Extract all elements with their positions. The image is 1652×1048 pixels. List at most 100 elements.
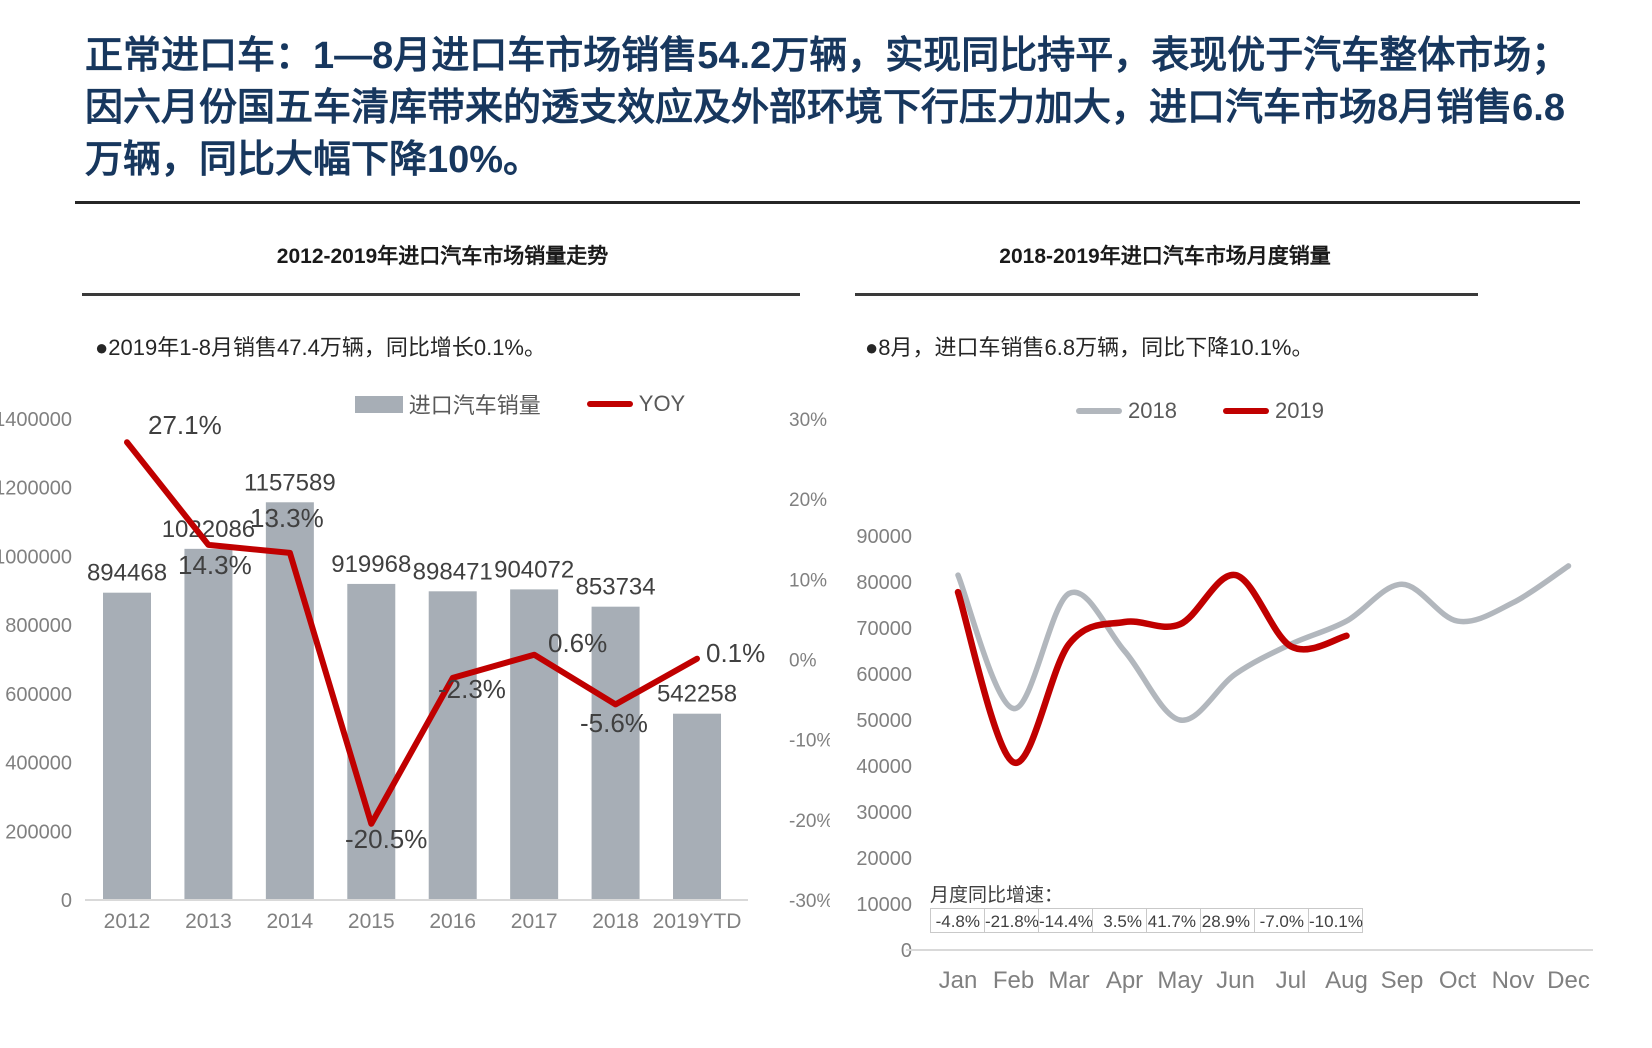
month-label: Oct (1439, 967, 1477, 994)
y-axis-tick-label: 70000 (856, 618, 912, 640)
left-chart-title: 2012-2019年进口汽车市场销量走势 (276, 245, 609, 268)
red-line-swatch-icon (1223, 408, 1269, 414)
month-label: Sep (1381, 967, 1424, 994)
pct-axis-tick-label: 10% (789, 570, 827, 591)
y-axis-tick-label: 400000 (5, 753, 72, 775)
yoy-point-label: -2.3% (438, 674, 506, 704)
yoy-growth-cell: -14.4% (1038, 908, 1093, 933)
right-chart-title: 2018-2019年进口汽车市场月度销量 (999, 245, 1331, 268)
month-label: Dec (1547, 967, 1590, 994)
x-axis-tick-label: 2016 (429, 910, 476, 933)
bar-value-label: 542258 (657, 681, 737, 708)
monthly-yoy-growth-table: -4.8% -21.8% -14.4% 3.5% 41.7% 28.9% -7.0% -10.… (930, 908, 1363, 933)
month-label: Mar (1048, 967, 1089, 994)
left-chart-bullet: ●2019年1-8月销售47.4万辆，同比增长0.1%。 (95, 335, 546, 360)
left-chart-plot: 1400000 1200000 1000000 800000 600000 400000 2… (0, 409, 830, 933)
y-axis-tick-label: 1200000 (0, 478, 72, 500)
y-axis-tick-label: 90000 (856, 526, 912, 548)
y-axis-tick-label: 200000 (5, 821, 72, 843)
yoy-point-label: 0.1% (706, 638, 765, 668)
yoy-growth-cell: -10.1% (1308, 908, 1363, 933)
bar-2019YTD (673, 713, 722, 900)
y-axis-tick-label: 600000 (5, 684, 72, 706)
legend-item-2018: 2018 (1076, 398, 1177, 424)
bar-2014 (265, 502, 314, 900)
right-chart-plot: 90000 80000 70000 60000 50000 40000 30000 20000… (856, 526, 1593, 994)
pct-axis-tick-label: -30% (789, 891, 830, 912)
y-axis-tick-label: 20000 (856, 848, 912, 870)
pct-axis-tick-label: 20% (789, 490, 827, 511)
yoy-point-label: -5.6% (580, 708, 648, 738)
yoy-point-label: 27.1% (148, 410, 222, 440)
main-title-rule (75, 201, 1580, 204)
left-chart-legend: 进口汽车销量 YOY (180, 388, 860, 420)
bar-value-label: 1157589 (244, 469, 336, 496)
right-chart-legend: 2018 2019 (890, 398, 1510, 424)
month-label: Aug (1325, 967, 1368, 994)
yoy-growth-cell: 3.5% (1092, 908, 1147, 933)
month-label: Nov (1492, 967, 1535, 994)
month-label: Apr (1106, 967, 1143, 994)
y-axis-tick-label: 10000 (856, 894, 912, 916)
bar-value-label: 904072 (494, 556, 574, 583)
pct-axis-tick-label: -10% (789, 731, 830, 752)
pct-axis-tick-label: 30% (789, 410, 827, 431)
y-axis-tick-label: 30000 (856, 802, 912, 824)
bar-2013 (184, 548, 233, 900)
page-title: 正常进口车：1—8月进口车市场销售54.2万辆，实现同比持平，表现优于汽车整体市… (85, 35, 1570, 182)
yoy-point-label: 13.3% (250, 503, 324, 533)
bar-2016 (428, 591, 477, 900)
yoy-growth-cell: 28.9% (1200, 908, 1255, 933)
x-axis-tick-label: 2017 (511, 910, 558, 933)
bar-2018 (591, 606, 640, 900)
bar-2017 (510, 589, 559, 900)
bar-value-label: 919968 (331, 551, 411, 578)
month-label: May (1157, 967, 1202, 994)
month-label: Feb (993, 967, 1034, 994)
x-axis-tick-label: 2014 (267, 910, 314, 933)
x-axis-tick-label: 2012 (104, 910, 151, 933)
legend-label: YOY (638, 391, 686, 416)
legend-label: 2019 (1275, 398, 1324, 423)
x-axis-tick-label: 2013 (185, 910, 232, 933)
bar-value-label: 898471 (413, 558, 493, 585)
yoy-growth-cell: -21.8% (984, 908, 1039, 933)
bar-value-label: 894468 (87, 560, 167, 587)
bar-value-label: 1022086 (162, 516, 255, 543)
y-axis-tick-label: 40000 (856, 756, 912, 778)
month-label: Jun (1216, 967, 1255, 994)
yoy-point-label: 0.6% (548, 628, 607, 658)
pct-axis-tick-label: -20% (789, 811, 830, 832)
y-axis-tick-label: 80000 (856, 572, 912, 594)
legend-item-yoy: YOY (586, 391, 686, 417)
bar-swatch-icon (354, 395, 403, 413)
right-chart-bullet: ●8月，进口车销售6.8万辆，同比下降10.1%。 (865, 335, 1314, 360)
y-axis-tick-label: 60000 (856, 664, 912, 686)
legend-label: 2018 (1128, 398, 1177, 423)
bar-value-label: 853734 (576, 574, 656, 601)
yoy-growth-cell: 41.7% (1146, 908, 1201, 933)
line-2019 (954, 571, 1350, 766)
y-axis-tick-label: 50000 (856, 710, 912, 732)
month-label: Jul (1276, 967, 1307, 994)
line-2018 (955, 563, 1572, 723)
red-line-swatch-icon (586, 401, 633, 407)
legend-item-import-sales: 进口汽车销量 (354, 388, 541, 420)
y-axis-tick-label: 1400000 (0, 409, 72, 431)
bar-2015 (347, 583, 396, 900)
legend-item-2019: 2019 (1223, 398, 1324, 424)
yoy-point-label: 14.3% (178, 550, 252, 580)
yoy-point-label: -20.5% (345, 824, 427, 854)
yoy-line (124, 439, 700, 827)
y-axis-tick-label: 0 (61, 890, 72, 912)
legend-label: 进口汽车销量 (408, 393, 541, 418)
yoy-growth-cell: -4.8% (930, 908, 985, 933)
x-axis-tick-label: 2015 (348, 910, 395, 933)
right-chart-title-rule (855, 293, 1478, 296)
pct-axis-tick-label: 0% (789, 651, 817, 672)
x-axis-tick-label: 2019YTD (653, 910, 742, 933)
x-axis-tick-label: 2018 (592, 910, 639, 933)
left-chart-title-rule (82, 293, 800, 296)
y-axis-tick-label: 800000 (5, 615, 72, 637)
